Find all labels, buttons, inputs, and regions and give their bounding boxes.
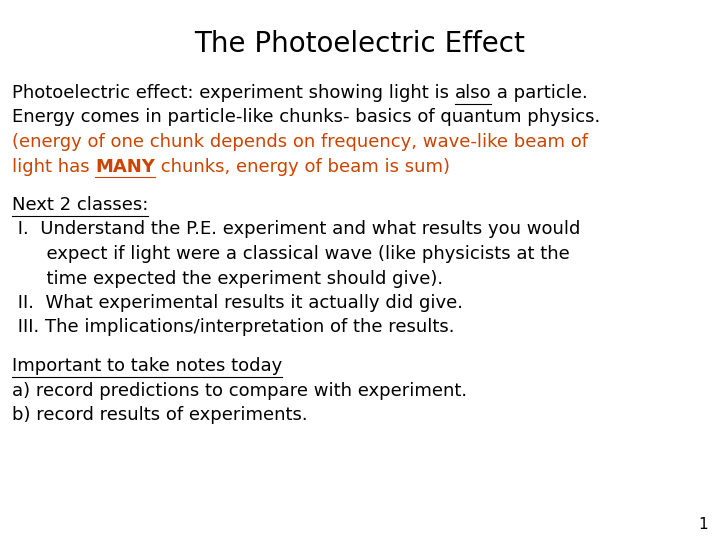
Text: also: also	[455, 84, 491, 102]
Text: (energy of one chunk depends on frequency, wave-like beam of: (energy of one chunk depends on frequenc…	[12, 133, 588, 151]
Text: chunks, energy of beam is sum): chunks, energy of beam is sum)	[156, 158, 450, 176]
Text: 1: 1	[698, 517, 708, 532]
Text: MANY: MANY	[95, 158, 156, 176]
Text: b) record results of experiments.: b) record results of experiments.	[12, 406, 307, 424]
Text: Next 2 classes:: Next 2 classes:	[12, 196, 148, 214]
Text: II.  What experimental results it actually did give.: II. What experimental results it actuall…	[12, 294, 463, 312]
Text: expect if light were a classical wave (like physicists at the: expect if light were a classical wave (l…	[12, 245, 570, 263]
Text: Important to take notes today: Important to take notes today	[12, 357, 282, 375]
Text: a particle.: a particle.	[491, 84, 588, 102]
Text: time expected the experiment should give).: time expected the experiment should give…	[12, 269, 443, 287]
Text: light has: light has	[12, 158, 95, 176]
Text: I.  Understand the P.E. experiment and what results you would: I. Understand the P.E. experiment and wh…	[12, 220, 580, 239]
Text: a) record predictions to compare with experiment.: a) record predictions to compare with ex…	[12, 381, 467, 400]
Text: Photoelectric effect: experiment showing light is: Photoelectric effect: experiment showing…	[12, 84, 455, 102]
Text: The Photoelectric Effect: The Photoelectric Effect	[194, 30, 526, 58]
Text: III. The implications/interpretation of the results.: III. The implications/interpretation of …	[12, 319, 454, 336]
Text: Energy comes in particle-like chunks- basics of quantum physics.: Energy comes in particle-like chunks- ba…	[12, 109, 600, 126]
